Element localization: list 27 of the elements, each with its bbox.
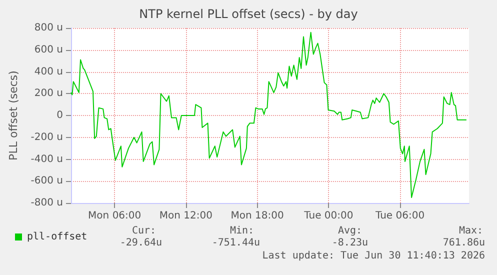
legend-label: pll-offset [27, 232, 88, 242]
text: 761.86u [442, 238, 486, 248]
y-tick-label: -800 u [30, 198, 63, 208]
text: Max: [459, 226, 484, 236]
text: Min: [230, 226, 254, 236]
y-tick-label: 600 u [34, 44, 63, 56]
y-tick-label: 800 u [34, 22, 63, 34]
text: Cur: [132, 226, 156, 236]
y-tick-label: 200 u [34, 88, 63, 100]
text: -8.23u [332, 238, 368, 248]
x-tick-label: Mon 18:00 [230, 210, 284, 222]
line-series [70, 32, 467, 198]
x-tick-label: Mon 06:00 [88, 210, 142, 222]
x-tick-label: Tue 00:00 [303, 210, 354, 222]
x-tick-label: Mon 12:00 [159, 210, 213, 222]
text: -29.64u [120, 238, 162, 248]
y-tick-label: -600 u [30, 176, 63, 187]
y-tick-label: -400 u [30, 154, 63, 165]
text: -751.44u [212, 238, 260, 248]
text: Avg: [338, 226, 362, 236]
y-axis-title: PLL offset (secs) [7, 70, 20, 160]
y-tick-label: -200 u [30, 132, 63, 143]
chart-title: NTP kernel PLL offset (secs) - by day [139, 7, 358, 21]
y-tick-label: 0 [56, 110, 63, 121]
y-tick-label: 400 u [34, 66, 63, 78]
x-tick-label: Tue 06:00 [374, 210, 425, 222]
text: Last update: Tue Jun 30 11:40:13 2026 [262, 250, 486, 262]
